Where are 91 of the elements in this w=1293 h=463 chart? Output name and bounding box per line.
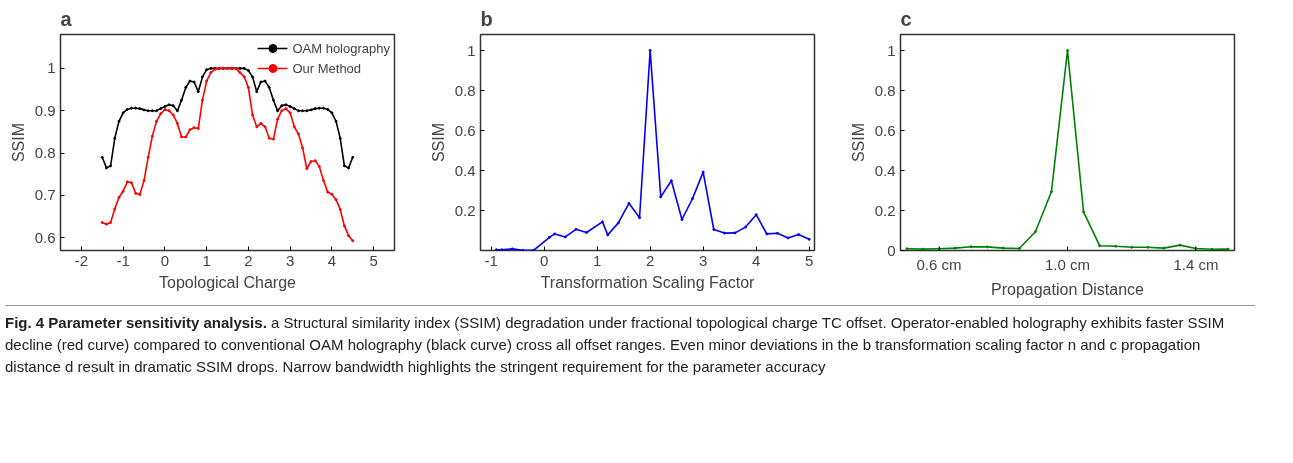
x-tick-label: 4: [752, 251, 761, 269]
x-axis-title: Transformation Scaling Factor: [540, 273, 756, 291]
point: [1001, 246, 1005, 250]
y-tick-label: 1: [887, 41, 896, 59]
point: [691, 197, 695, 200]
point: [1033, 230, 1037, 234]
chart-title: a: [60, 7, 73, 30]
point: [1049, 190, 1053, 194]
point: [1066, 49, 1069, 52]
point: [701, 170, 705, 174]
point: [775, 231, 779, 235]
chart-title: b: [480, 7, 493, 30]
point: [1017, 247, 1021, 250]
x-tick-label: 1: [202, 251, 211, 269]
point: [585, 231, 589, 234]
x-tick-label: 4: [327, 251, 337, 269]
x-tick-label: -2: [74, 251, 89, 269]
x-tick-label: 1.0 cm: [1044, 255, 1091, 273]
point: [1226, 247, 1230, 251]
point: [659, 195, 663, 199]
legend-label: OAM holography: [292, 40, 390, 56]
x-tick-label: 2: [645, 251, 655, 269]
x-tick-label: 0.6 cm: [916, 255, 962, 273]
y-tick-label: 0.8: [454, 81, 476, 99]
point: [494, 248, 498, 251]
point: [1082, 210, 1086, 214]
y-tick-label: 0.9: [34, 101, 56, 119]
y-tick-label: 0.2: [874, 201, 896, 219]
point: [606, 233, 610, 237]
point: [722, 231, 726, 235]
point: [1130, 245, 1134, 249]
y-tick-label: 1: [467, 41, 476, 59]
point: [553, 232, 557, 236]
caption: Fig. 4 Parameter sensitivity analysis.: [5, 314, 267, 331]
point: [1098, 244, 1102, 248]
point: [500, 248, 504, 251]
y-tick-label: 0.8: [874, 81, 896, 99]
point: [547, 235, 551, 239]
x-tick-label: 0: [160, 251, 170, 269]
point: [1178, 243, 1182, 247]
x-tick-label: 5: [805, 251, 814, 269]
x-tick-label: 1.4 cm: [1173, 255, 1219, 273]
x-tick-label: 3: [285, 251, 295, 269]
y-tick-label: 0.2: [454, 201, 476, 219]
y-tick-label: 1: [47, 59, 56, 77]
y-tick-label: 0.4: [454, 161, 476, 179]
point: [797, 233, 801, 236]
x-tick-label: 5: [369, 251, 378, 269]
x-tick-label: 0: [539, 251, 549, 269]
point: [600, 220, 604, 224]
y-tick-label: 0.4: [874, 161, 896, 179]
point: [648, 49, 652, 52]
y-axis-title: SSIM: [849, 122, 867, 163]
y-tick-label: 0.6: [454, 121, 476, 139]
point: [712, 228, 716, 231]
chart-title: c: [900, 7, 912, 30]
y-axis-title: SSIM: [9, 122, 27, 163]
x-tick-label: 2: [244, 251, 253, 269]
y-axis-title: SSIM: [429, 122, 447, 163]
point: [574, 227, 578, 231]
legend-label: Our Method: [292, 60, 362, 76]
x-tick-label: -1: [116, 251, 130, 269]
point: [1114, 244, 1118, 248]
point: [680, 218, 684, 221]
point: [1210, 247, 1214, 251]
point: [627, 201, 631, 205]
point: [616, 221, 620, 225]
point: [638, 216, 642, 220]
point: [733, 231, 737, 235]
y-tick-label: 0.6: [34, 228, 56, 246]
point: [1162, 246, 1166, 250]
point: [905, 247, 909, 251]
point: [744, 225, 748, 229]
y-tick-label: 0.7: [34, 186, 56, 204]
point: [765, 232, 769, 236]
point: [953, 246, 957, 250]
x-tick-label: -1: [484, 251, 498, 269]
point: [985, 245, 989, 249]
point: [969, 245, 973, 249]
y-tick-label: 0.6: [874, 121, 896, 139]
x-axis-title: Propagation Distance: [991, 280, 1145, 298]
point: [754, 213, 758, 217]
x-tick-label: 3: [699, 251, 708, 269]
point: [807, 237, 811, 241]
point: [786, 236, 790, 240]
y-tick-label: 0.8: [34, 144, 56, 162]
point: [563, 235, 567, 239]
point: [1146, 245, 1150, 249]
x-axis-title: Topological Charge: [159, 273, 297, 291]
x-tick-label: 1: [592, 251, 602, 269]
point: [669, 179, 673, 183]
